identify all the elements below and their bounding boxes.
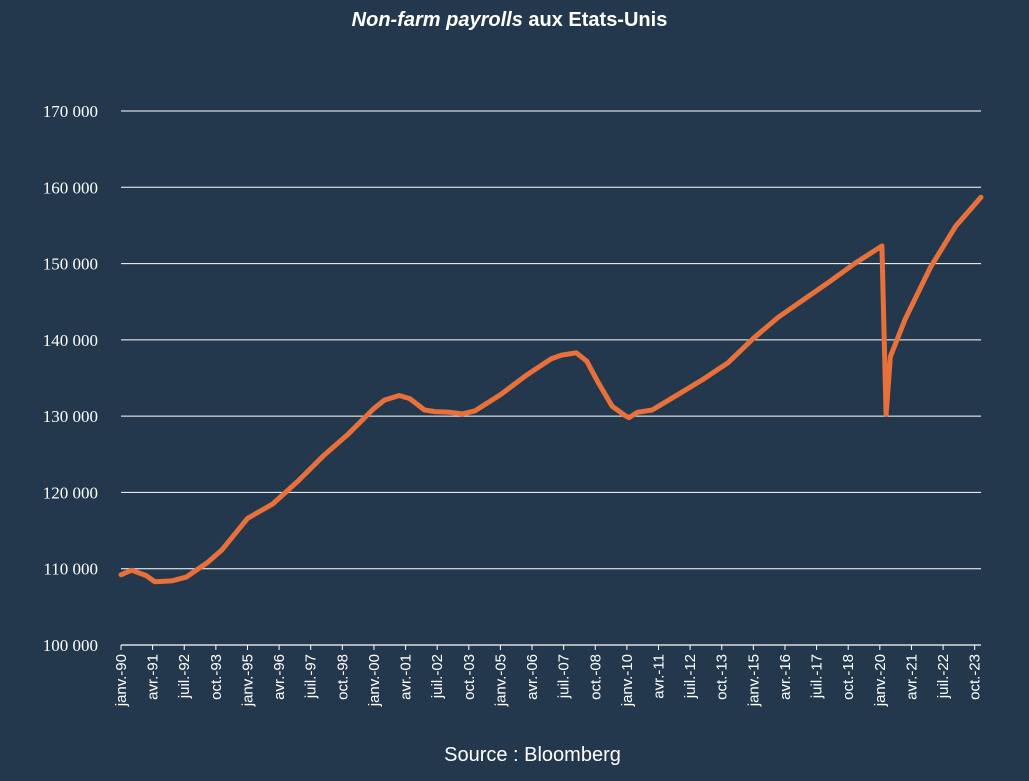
x-axis-tick-labels: janv.-90 avr.-91 juil.-92 oct.-93 janv.-95 av… [113,645,984,707]
x-tick-label: janv.-90 [113,654,130,707]
series-line [118,194,984,585]
x-tick-label: janv.-15 [745,654,762,707]
y-tick-label: 130 000 [43,407,98,426]
source-note: Source : Bloomberg [444,744,621,766]
x-tick-label: avr.-21 [903,654,920,700]
y-tick-label: 100 000 [43,636,98,655]
x-tick-label: janv.-95 [239,654,256,707]
chart-title-italic: Non-farm payrolls [351,9,523,31]
x-tick-label: janv.-00 [366,654,383,707]
chart-title-rest: aux Etats-Unis [522,9,668,31]
x-tick-label: juil.-02 [429,654,446,699]
x-tick-label: oct.-23 [967,654,984,700]
x-tick-label: janv.-10 [619,654,636,707]
x-tick-label: juil.-07 [556,654,573,699]
x-tick-label: avr.-16 [777,654,794,700]
y-tick-label: 120 000 [43,483,98,502]
x-tick-label: juil.-97 [303,654,320,699]
x-tick-label: oct.-03 [461,654,478,700]
y-gridlines [121,110,981,646]
y-axis-tick-labels: 100 000 110 000 120 000 130 000 140 000 150 0… [43,102,98,655]
x-tick-label: avr.-11 [651,654,668,699]
x-tick-label: avr.-96 [271,654,288,700]
x-tick-label: janv.-05 [492,654,509,707]
x-tick-label: avr.-91 [145,654,162,700]
x-tick-label: oct.-18 [840,654,857,700]
x-tick-label: juil.-17 [809,654,826,699]
x-tick-label: juil.-12 [682,654,699,699]
y-tick-label: 110 000 [43,560,98,579]
x-tick-label: juil.-22 [935,654,952,699]
x-tick-label: oct.-13 [714,654,731,700]
y-tick-label: 170 000 [43,102,98,121]
y-tick-label: 150 000 [43,255,98,274]
x-tick-label: oct.-93 [208,654,225,700]
chart-title: Non-farm payrolls aux Etats-Unis [0,9,1019,32]
x-tick-label: janv.-20 [872,654,889,707]
y-tick-label: 160 000 [43,178,98,197]
x-tick-label: juil.-92 [176,654,193,699]
x-tick-label: avr.-01 [398,654,415,700]
y-tick-label: 140 000 [43,331,98,350]
x-tick-label: oct.-98 [334,654,351,700]
x-tick-label: oct.-08 [587,654,604,700]
x-tick-label: avr.-06 [524,654,541,700]
